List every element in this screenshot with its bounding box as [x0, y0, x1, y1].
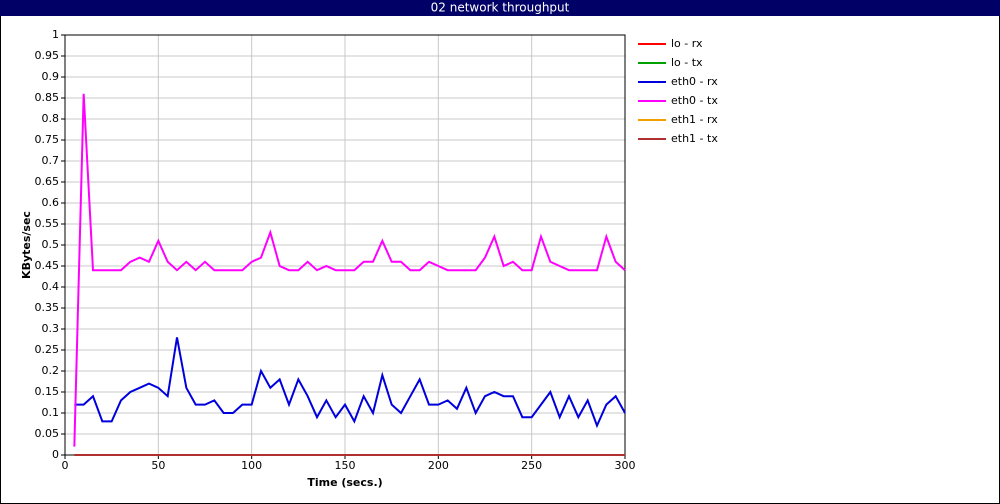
title-bar — [0, 0, 1000, 16]
series-line — [73, 93, 626, 447]
y-tick-label: 0.3 — [42, 322, 60, 335]
x-tick-label: 100 — [241, 459, 262, 472]
legend-label: lo - rx — [671, 37, 703, 50]
y-tick-label: 1 — [52, 28, 59, 41]
y-tick-label: 0.4 — [42, 280, 60, 293]
y-tick-label: 0.35 — [35, 301, 60, 314]
y-axis-label: KBytes/sec — [20, 211, 33, 279]
legend-label: eth1 - tx — [671, 132, 718, 145]
legend-label: eth1 - rx — [671, 113, 718, 126]
y-tick-label: 0.2 — [42, 364, 60, 377]
y-tick-label: 0.75 — [35, 133, 60, 146]
x-axis-label: Time (secs.) — [307, 476, 382, 489]
legend-label: eth0 - rx — [671, 75, 718, 88]
y-tick-label: 0.05 — [35, 427, 60, 440]
x-tick-label: 0 — [62, 459, 69, 472]
x-tick-label: 300 — [615, 459, 636, 472]
y-tick-label: 0.8 — [42, 112, 60, 125]
y-tick-label: 0.55 — [35, 217, 60, 230]
x-tick-label: 250 — [521, 459, 542, 472]
y-tick-label: 0.6 — [42, 196, 60, 209]
x-tick-label: 150 — [335, 459, 356, 472]
y-tick-label: 0.95 — [35, 49, 60, 62]
y-tick-label: 0 — [52, 448, 59, 461]
y-tick-label: 0.1 — [42, 406, 60, 419]
y-tick-label: 0.65 — [35, 175, 60, 188]
y-tick-label: 0.15 — [35, 385, 60, 398]
series-line — [74, 337, 626, 429]
chart-title: 02 network throughput — [431, 1, 570, 15]
x-tick-label: 200 — [428, 459, 449, 472]
legend-label: eth0 - tx — [671, 94, 718, 107]
x-tick-label: 50 — [151, 459, 165, 472]
y-tick-label: 0.45 — [35, 259, 60, 272]
y-tick-label: 0.5 — [42, 238, 60, 251]
legend-label: lo - tx — [671, 56, 703, 69]
y-tick-label: 0.9 — [42, 70, 60, 83]
y-tick-label: 0.85 — [35, 91, 60, 104]
y-tick-label: 0.25 — [35, 343, 60, 356]
y-tick-label: 0.7 — [42, 154, 60, 167]
